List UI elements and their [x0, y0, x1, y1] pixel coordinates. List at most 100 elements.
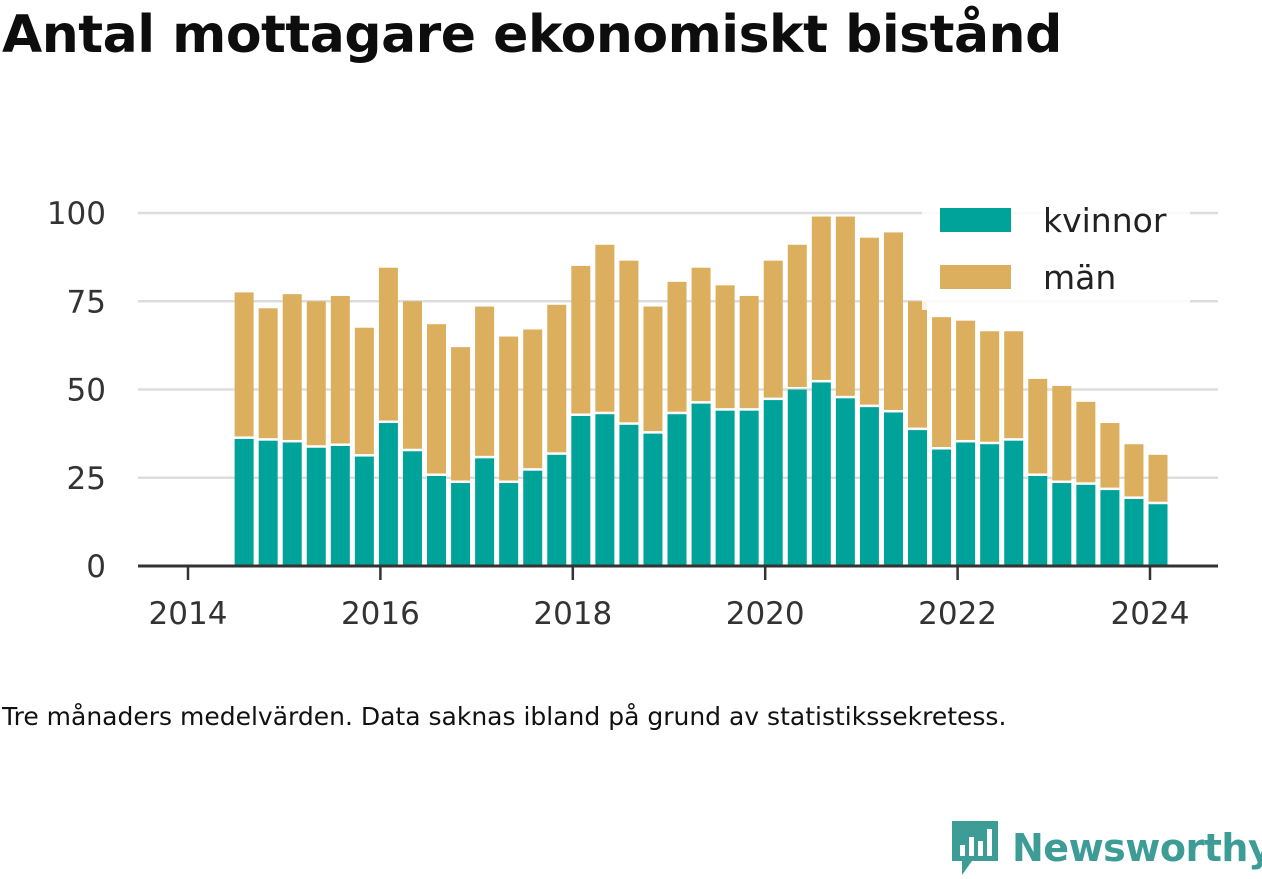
bar-kvinnor: [980, 444, 1000, 566]
bar-kvinnor: [282, 442, 302, 566]
bar-man: [451, 347, 471, 481]
bar-kvinnor: [691, 403, 711, 566]
bar-kvinnor: [354, 456, 374, 566]
newsworthy-logo: Newsworthy: [950, 818, 1262, 878]
x-tick-label: 2024: [1111, 596, 1190, 632]
y-tick-label: 75: [67, 284, 106, 320]
bar-man: [258, 308, 278, 439]
bar-man: [859, 237, 879, 405]
bar-kvinnor: [619, 424, 639, 566]
bar-kvinnor: [1052, 483, 1072, 566]
bar-man: [523, 329, 543, 469]
bar-kvinnor: [908, 430, 928, 566]
y-tick-label: 0: [86, 549, 106, 585]
legend-label: kvinnor: [1043, 201, 1167, 240]
x-tick-label: 2014: [149, 596, 228, 632]
bar-kvinnor: [571, 415, 591, 566]
x-tick-label: 2020: [726, 596, 805, 632]
bar-man: [402, 301, 422, 449]
x-tick-label: 2018: [533, 596, 612, 632]
bar-kvinnor: [258, 440, 278, 566]
bar-man: [619, 260, 639, 423]
bar-man: [883, 232, 903, 410]
bar-man: [427, 324, 447, 474]
bar-man: [499, 336, 519, 481]
bar-man: [1076, 401, 1096, 483]
bar-kvinnor: [475, 458, 495, 566]
bar-kvinnor: [956, 442, 976, 566]
x-tick-label: 2016: [341, 596, 420, 632]
bar-man: [980, 331, 1000, 442]
stacked-bar-chart: 0 25 50 75 100 2014 2016 2018 2020 2022 2024 kvin…: [46, 190, 1218, 632]
bar-kvinnor: [523, 470, 543, 566]
bar-kvinnor: [932, 449, 952, 566]
bar-kvinnor: [1148, 504, 1168, 566]
bar-kvinnor: [1004, 440, 1024, 566]
bar-man: [378, 267, 398, 421]
legend-label: män: [1043, 258, 1116, 297]
y-tick-label: 100: [47, 196, 106, 232]
bar-man: [739, 295, 759, 409]
newsworthy-logo-icon: [952, 821, 998, 875]
bar-man: [763, 260, 783, 398]
bar-man: [330, 295, 350, 444]
bar-man: [956, 320, 976, 440]
y-tick-label: 25: [67, 461, 106, 497]
bar-man: [1004, 331, 1024, 439]
bar-kvinnor: [811, 382, 831, 566]
bar-man: [475, 306, 495, 456]
bar-kvinnor: [1100, 490, 1120, 566]
bar-man: [1100, 423, 1120, 488]
x-axis: 2014 2016 2018 2020 2022 2024: [138, 564, 1218, 632]
bar-man: [715, 285, 735, 409]
bar-man: [643, 306, 663, 432]
chart-caption: Tre månaders medelvärden. Data saknas ib…: [2, 702, 1007, 731]
bar-man: [571, 265, 591, 414]
bar-man: [787, 244, 807, 387]
bar-man: [908, 301, 928, 428]
bar-kvinnor: [547, 454, 567, 566]
bar-kvinnor: [427, 475, 447, 566]
bar-man: [811, 216, 831, 380]
bars: [234, 216, 1168, 566]
legend-swatch: [940, 265, 1011, 289]
bar-man: [282, 294, 302, 440]
bar-man: [667, 281, 687, 412]
bar-man: [932, 317, 952, 448]
bar-kvinnor: [306, 447, 326, 566]
bar-kvinnor: [595, 414, 615, 566]
bar-kvinnor: [402, 451, 422, 566]
x-tick-label: 2022: [918, 596, 997, 632]
bar-kvinnor: [1076, 484, 1096, 566]
bar-kvinnor: [835, 398, 855, 566]
bar-man: [306, 301, 326, 446]
bar-kvinnor: [859, 407, 879, 566]
bar-man: [547, 304, 567, 453]
bar-kvinnor: [787, 389, 807, 566]
bar-man: [595, 244, 615, 412]
bar-man: [354, 327, 374, 455]
y-axis-labels: 0 25 50 75 100: [47, 196, 106, 585]
brand-name: Newsworthy: [1012, 826, 1262, 870]
bar-man: [1028, 378, 1048, 474]
bar-kvinnor: [883, 412, 903, 566]
bar-man: [1052, 385, 1072, 481]
bar-man: [691, 267, 711, 402]
bar-kvinnor: [1028, 475, 1048, 566]
bar-man: [835, 216, 855, 396]
y-tick-label: 50: [67, 373, 106, 409]
bar-kvinnor: [1124, 498, 1144, 566]
bar-kvinnor: [499, 483, 519, 566]
bar-man: [1124, 444, 1144, 497]
bar-kvinnor: [763, 400, 783, 566]
legend: kvinnor män: [922, 190, 1190, 310]
bar-kvinnor: [643, 433, 663, 566]
bar-kvinnor: [715, 410, 735, 566]
bar-kvinnor: [739, 410, 759, 566]
chart-title: Antal mottagare ekonomiskt bistånd: [2, 5, 1062, 65]
bar-kvinnor: [451, 483, 471, 566]
bar-kvinnor: [667, 414, 687, 566]
legend-swatch: [940, 208, 1011, 232]
bar-man: [1148, 454, 1168, 502]
bar-kvinnor: [330, 445, 350, 566]
